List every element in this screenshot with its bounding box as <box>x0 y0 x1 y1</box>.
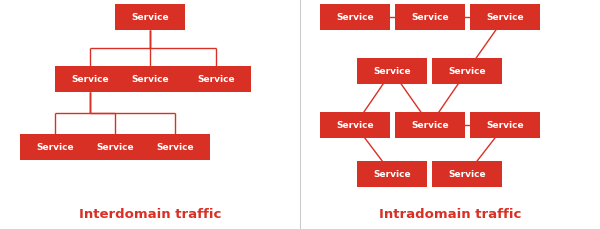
Text: Service: Service <box>156 143 194 152</box>
FancyBboxPatch shape <box>140 134 210 160</box>
Text: Service: Service <box>373 170 411 179</box>
FancyBboxPatch shape <box>432 59 502 85</box>
Text: Service: Service <box>36 143 74 152</box>
FancyBboxPatch shape <box>55 67 125 93</box>
FancyBboxPatch shape <box>395 5 465 31</box>
Text: Service: Service <box>486 14 524 22</box>
FancyBboxPatch shape <box>20 134 90 160</box>
Text: Service: Service <box>411 14 449 22</box>
FancyBboxPatch shape <box>80 134 150 160</box>
FancyBboxPatch shape <box>395 112 465 138</box>
FancyBboxPatch shape <box>357 59 427 85</box>
Text: Service: Service <box>197 75 235 84</box>
Text: Interdomain traffic: Interdomain traffic <box>79 207 221 220</box>
Text: Service: Service <box>373 67 411 76</box>
FancyBboxPatch shape <box>432 161 502 187</box>
Text: Intradomain traffic: Intradomain traffic <box>379 207 521 220</box>
FancyBboxPatch shape <box>115 67 185 93</box>
Text: Service: Service <box>71 75 109 84</box>
Text: Service: Service <box>131 14 169 22</box>
Text: Service: Service <box>131 75 169 84</box>
FancyBboxPatch shape <box>320 5 390 31</box>
Text: Service: Service <box>411 121 449 130</box>
Text: Service: Service <box>448 170 486 179</box>
FancyBboxPatch shape <box>115 5 185 31</box>
Text: Service: Service <box>448 67 486 76</box>
Text: Service: Service <box>336 121 374 130</box>
FancyBboxPatch shape <box>470 112 540 138</box>
FancyBboxPatch shape <box>357 161 427 187</box>
Text: Service: Service <box>336 14 374 22</box>
FancyBboxPatch shape <box>320 112 390 138</box>
FancyBboxPatch shape <box>181 67 251 93</box>
Text: Service: Service <box>96 143 134 152</box>
Text: Service: Service <box>486 121 524 130</box>
FancyBboxPatch shape <box>470 5 540 31</box>
